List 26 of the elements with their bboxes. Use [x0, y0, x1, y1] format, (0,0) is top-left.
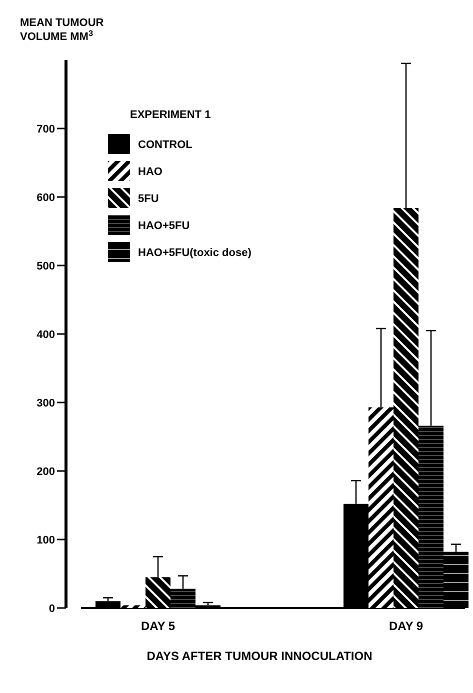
bar — [418, 426, 444, 608]
legend-label: HAO — [138, 166, 163, 178]
y-tick-label: 200 — [36, 466, 55, 478]
y-tick-label: 500 — [36, 260, 55, 272]
bar — [170, 588, 196, 608]
legend-label: CONTROL — [138, 139, 193, 151]
y-axis-title: MEAN TUMOUR VOLUME MM$^{3}$ — [20, 17, 104, 43]
bar — [196, 605, 220, 608]
bar — [394, 208, 418, 608]
x-tick-label: DAY 5 — [140, 619, 176, 633]
legend-label: HAO+5FU — [138, 220, 190, 232]
y-tick-label: 100 — [36, 534, 55, 546]
legend-label: 5FU — [138, 193, 159, 205]
legend-label: HAO+5FU(toxic dose) — [138, 247, 252, 259]
y-tick-label: 300 — [36, 397, 55, 410]
y-tick-label: 400 — [36, 328, 55, 341]
bar — [120, 605, 146, 608]
y-tick-label: 600 — [36, 192, 55, 204]
legend-title: EXPERIMENT 1 — [130, 109, 211, 121]
x-axis-title: DAYS AFTER TUMOUR INNOCULATION — [146, 649, 372, 663]
y-tick-label: 700 — [36, 123, 55, 136]
x-tick-label: DAY 9 — [388, 619, 424, 633]
bar — [146, 577, 170, 608]
bar — [368, 407, 394, 608]
bar — [444, 552, 468, 608]
y-tick-label: 0 — [48, 602, 55, 615]
